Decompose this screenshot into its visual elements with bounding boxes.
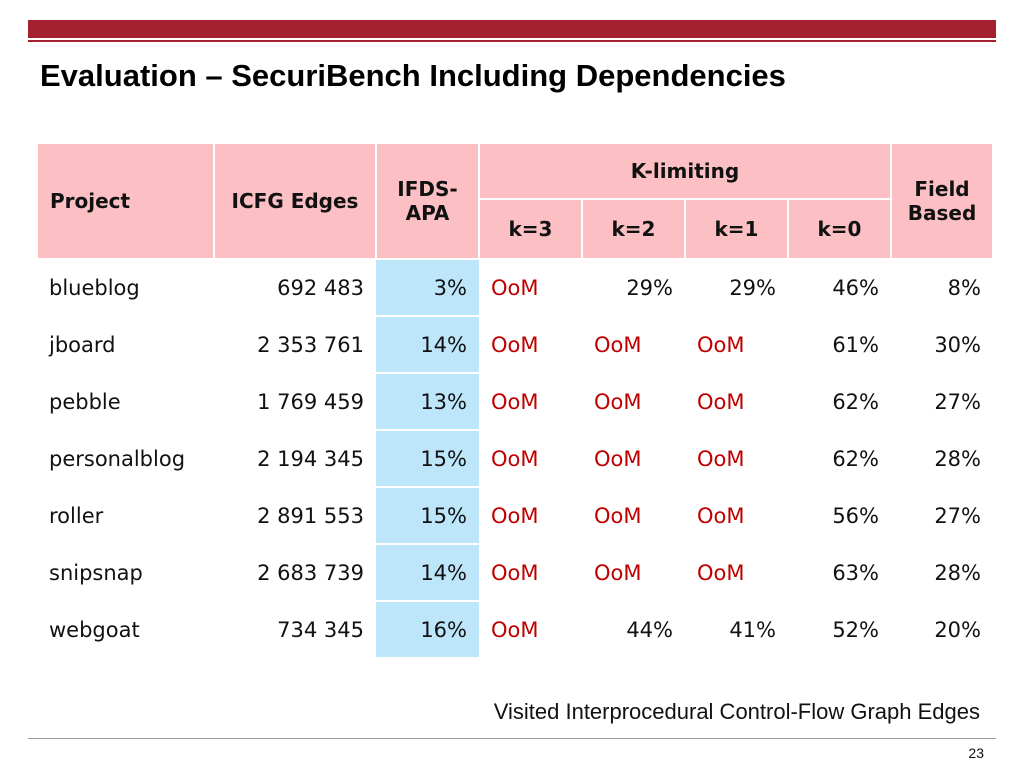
- cell-icfg-edges: 2 194 345: [214, 430, 376, 488]
- cell-project: snipsnap: [37, 544, 214, 602]
- cell-k0: 52%: [788, 601, 891, 659]
- table-row: pebble 1 769 459 13% OoM OoM OoM 62% 27%: [37, 373, 993, 431]
- table-row: snipsnap 2 683 739 14% OoM OoM OoM 63% 28%: [37, 544, 993, 602]
- cell-k1: OoM: [685, 430, 788, 488]
- cell-k2: OoM: [582, 544, 685, 602]
- cell-field-based: 27%: [891, 487, 993, 545]
- cell-k1: OoM: [685, 373, 788, 431]
- cell-k1: 29%: [685, 259, 788, 317]
- header-icfg-edges: ICFG Edges: [213, 142, 377, 260]
- footer-divider: [28, 738, 996, 739]
- cell-icfg-edges: 2 353 761: [214, 316, 376, 374]
- header-k-limiting: K-limiting: [478, 142, 892, 200]
- header-k0: k=0: [787, 198, 892, 260]
- cell-ifds-apa: 14%: [376, 316, 479, 374]
- header-project: Project: [36, 142, 215, 260]
- cell-k3: OoM: [479, 601, 582, 659]
- page-number: 23: [968, 745, 984, 761]
- cell-k2: OoM: [582, 316, 685, 374]
- cell-k3: OoM: [479, 487, 582, 545]
- cell-field-based: 28%: [891, 544, 993, 602]
- cell-icfg-edges: 692 483: [214, 259, 376, 317]
- cell-icfg-edges: 2 683 739: [214, 544, 376, 602]
- cell-k2: 29%: [582, 259, 685, 317]
- results-table: Project ICFG Edges IFDS- APA K-limiting …: [36, 142, 994, 659]
- cell-ifds-apa: 3%: [376, 259, 479, 317]
- slide-title: Evaluation – SecuriBench Including Depen…: [40, 58, 786, 93]
- cell-field-based: 8%: [891, 259, 993, 317]
- header-k1: k=1: [684, 198, 789, 260]
- cell-project: webgoat: [37, 601, 214, 659]
- cell-k1: OoM: [685, 544, 788, 602]
- cell-k0: 56%: [788, 487, 891, 545]
- table-caption: Visited Interprocedural Control-Flow Gra…: [493, 699, 980, 724]
- cell-k0: 46%: [788, 259, 891, 317]
- cell-ifds-apa: 14%: [376, 544, 479, 602]
- cell-k2: OoM: [582, 430, 685, 488]
- cell-ifds-apa: 16%: [376, 601, 479, 659]
- cell-project: jboard: [37, 316, 214, 374]
- cell-field-based: 20%: [891, 601, 993, 659]
- table-row: personalblog 2 194 345 15% OoM OoM OoM 62% 28%: [37, 430, 993, 488]
- header-ifds-apa: IFDS- APA: [375, 142, 480, 260]
- cell-project: blueblog: [37, 259, 214, 317]
- top-accent-bar: [28, 20, 996, 38]
- cell-k2: OoM: [582, 373, 685, 431]
- cell-field-based: 28%: [891, 430, 993, 488]
- cell-k1: 41%: [685, 601, 788, 659]
- cell-k0: 63%: [788, 544, 891, 602]
- table-body: blueblog 692 483 3% OoM 29% 29% 46% 8% jboard 2 3…: [37, 259, 993, 659]
- top-accent-line: [28, 40, 996, 42]
- cell-project: roller: [37, 487, 214, 545]
- cell-field-based: 30%: [891, 316, 993, 374]
- table-row: webgoat 734 345 16% OoM 44% 41% 52% 20%: [37, 601, 993, 659]
- cell-k0: 62%: [788, 430, 891, 488]
- cell-k3: OoM: [479, 373, 582, 431]
- table-row: jboard 2 353 761 14% OoM OoM OoM 61% 30%: [37, 316, 993, 374]
- cell-k3: OoM: [479, 544, 582, 602]
- cell-k0: 62%: [788, 373, 891, 431]
- cell-k3: OoM: [479, 259, 582, 317]
- cell-project: personalblog: [37, 430, 214, 488]
- header-k2: k=2: [581, 198, 686, 260]
- cell-k1: OoM: [685, 316, 788, 374]
- cell-k3: OoM: [479, 430, 582, 488]
- cell-icfg-edges: 2 891 553: [214, 487, 376, 545]
- cell-k0: 61%: [788, 316, 891, 374]
- cell-k2: 44%: [582, 601, 685, 659]
- cell-icfg-edges: 734 345: [214, 601, 376, 659]
- header-field-based: Field Based: [890, 142, 994, 260]
- cell-ifds-apa: 13%: [376, 373, 479, 431]
- cell-icfg-edges: 1 769 459: [214, 373, 376, 431]
- table-row: roller 2 891 553 15% OoM OoM OoM 56% 27%: [37, 487, 993, 545]
- cell-project: pebble: [37, 373, 214, 431]
- table-row: blueblog 692 483 3% OoM 29% 29% 46% 8%: [37, 259, 993, 317]
- cell-k2: OoM: [582, 487, 685, 545]
- cell-k3: OoM: [479, 316, 582, 374]
- cell-k1: OoM: [685, 487, 788, 545]
- header-k3: k=3: [478, 198, 583, 260]
- cell-ifds-apa: 15%: [376, 430, 479, 488]
- cell-field-based: 27%: [891, 373, 993, 431]
- cell-ifds-apa: 15%: [376, 487, 479, 545]
